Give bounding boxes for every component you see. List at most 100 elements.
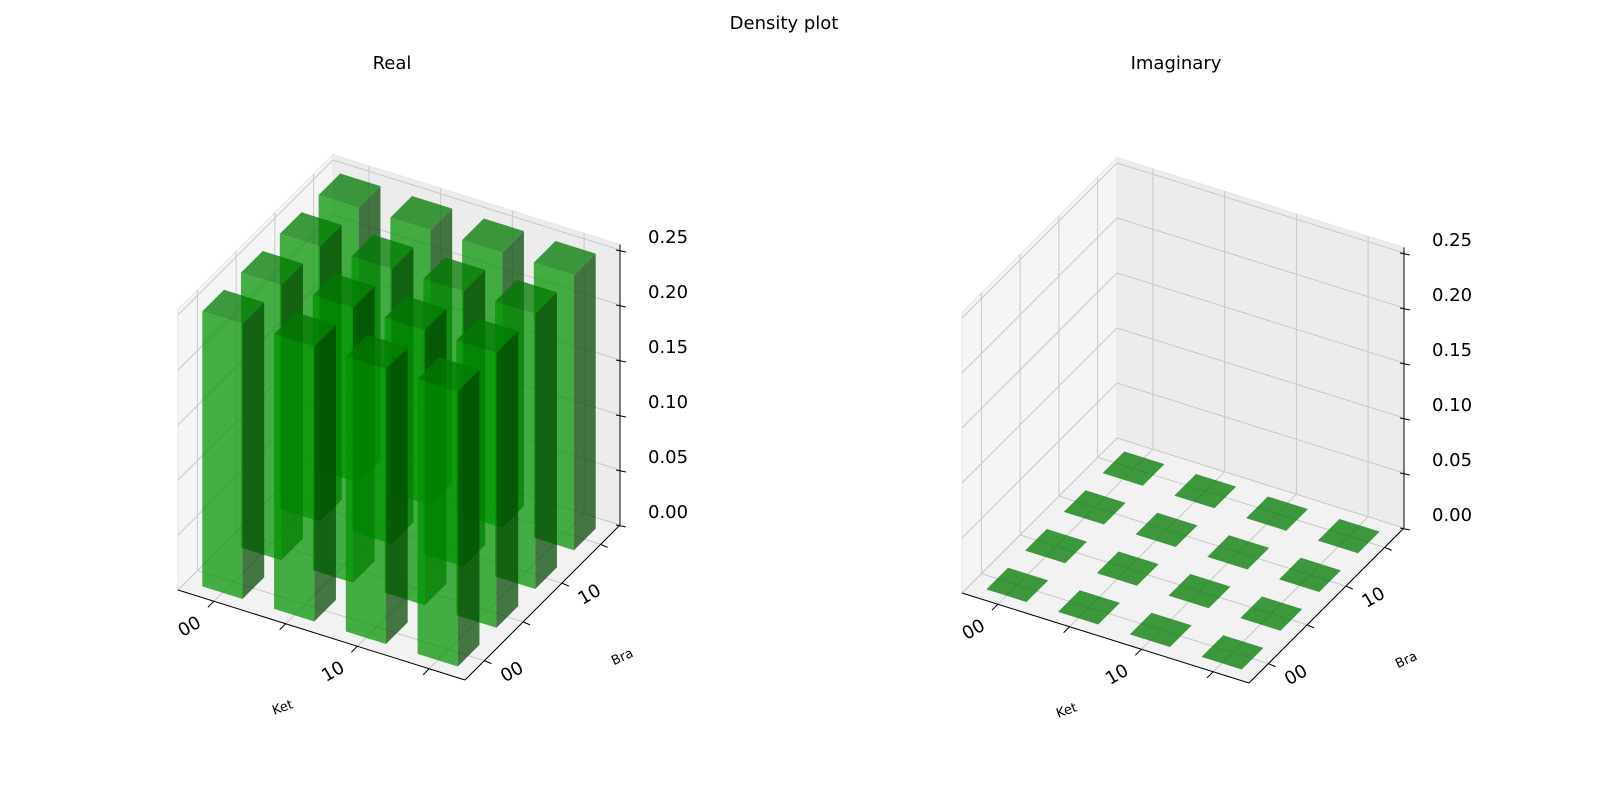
y-tick xyxy=(561,582,570,587)
grid-line xyxy=(177,159,334,316)
bar-side xyxy=(535,292,557,590)
bar-side xyxy=(573,253,596,551)
y-tick xyxy=(600,543,608,548)
bar xyxy=(1317,518,1380,554)
x-axis-line xyxy=(177,589,466,681)
y-tick-label: 10 xyxy=(1358,583,1388,613)
z-tick-label: 0.15 xyxy=(1432,340,1472,361)
bar xyxy=(1058,590,1120,625)
bar-side xyxy=(314,324,336,622)
bar-top xyxy=(1279,557,1341,593)
bar-side xyxy=(242,302,265,600)
bar-top xyxy=(1135,512,1198,548)
y-tick xyxy=(1384,546,1392,551)
bar-top xyxy=(384,295,447,331)
y-tick xyxy=(1345,585,1354,590)
x-tick xyxy=(279,623,286,631)
bar-top xyxy=(417,357,480,392)
bar xyxy=(1240,596,1303,631)
grid-line xyxy=(961,382,1118,539)
bar-top xyxy=(1102,451,1165,486)
bar-side xyxy=(385,347,408,645)
y-tick xyxy=(484,660,492,665)
z-tick-label: 0.05 xyxy=(1432,450,1472,471)
z-tick-label: 0.05 xyxy=(648,447,688,468)
z-tick xyxy=(615,359,627,363)
bar-top xyxy=(495,279,557,315)
x-tick xyxy=(422,668,430,676)
z-tick xyxy=(615,469,627,473)
bar-top xyxy=(274,312,336,347)
bar xyxy=(1102,451,1165,486)
grid-line xyxy=(961,162,1118,319)
bar xyxy=(1207,535,1270,570)
bar xyxy=(1063,490,1126,525)
x-tick xyxy=(1206,671,1214,679)
bar-top xyxy=(241,250,303,286)
z-tick-label: 0.20 xyxy=(1432,285,1472,306)
bar xyxy=(1201,635,1264,670)
y-tick xyxy=(522,621,531,626)
y-axis-label: Bra xyxy=(609,646,635,669)
bar-top xyxy=(1063,490,1126,525)
bar-top xyxy=(1207,535,1270,570)
z-tick-label: 0.15 xyxy=(648,337,688,358)
z-tick-label: 0.25 xyxy=(648,227,688,248)
bar xyxy=(1246,496,1308,531)
bar-top xyxy=(986,567,1049,603)
z-tick-label: 0.10 xyxy=(1432,395,1472,416)
grid-line xyxy=(1116,382,1405,474)
z-tick-label: 0.00 xyxy=(648,502,688,523)
z-tick xyxy=(1399,527,1411,531)
z-tick xyxy=(1399,417,1411,421)
x-tick xyxy=(1135,648,1142,656)
z-tick xyxy=(1399,307,1411,311)
x-tick-label: 10 xyxy=(1102,660,1132,690)
z-tick xyxy=(615,524,627,528)
bar xyxy=(1174,473,1237,509)
bar-top xyxy=(1025,528,1087,564)
bar-top xyxy=(1174,473,1237,509)
bar xyxy=(1135,512,1198,548)
figure-title: Density plot xyxy=(730,13,839,34)
bar-top xyxy=(1096,551,1159,586)
y-tick-label: 00 xyxy=(1281,660,1311,690)
bar-top xyxy=(533,240,596,276)
bar xyxy=(1025,528,1087,564)
x-axis-label: Ket xyxy=(1054,700,1079,721)
grid-line xyxy=(1116,272,1405,364)
x-tick xyxy=(991,603,999,611)
bar-side xyxy=(496,331,519,628)
bar-top xyxy=(423,257,486,292)
bar-top xyxy=(345,334,408,370)
y-axis-line xyxy=(464,524,621,681)
grid-line xyxy=(1116,437,1405,529)
bar-top xyxy=(312,273,375,308)
bar-top xyxy=(390,195,453,231)
x-tick-label: 00 xyxy=(174,612,204,642)
x-tick xyxy=(351,645,358,653)
bar-front xyxy=(274,333,315,622)
grid-line xyxy=(1116,162,1405,254)
subplot: Imaginary 00 10 00 10 0.00 0.05 0.10 0.15 0.20 0.2… xyxy=(958,53,1472,722)
subplot-title: Imaginary xyxy=(1131,53,1222,74)
grid-line xyxy=(961,327,1118,484)
bar-top xyxy=(462,218,524,253)
z-tick-label: 0.20 xyxy=(648,282,688,303)
z-tick xyxy=(1399,472,1411,476)
grid-line xyxy=(1116,327,1405,419)
y-tick-label: 10 xyxy=(574,580,604,610)
x-tick-label: 10 xyxy=(318,657,348,687)
bar-top xyxy=(1201,635,1264,670)
bar-top xyxy=(318,173,381,208)
subplot-title: Real xyxy=(373,53,412,74)
bar-top xyxy=(1246,496,1308,531)
bar-front xyxy=(202,311,243,600)
bar xyxy=(1279,557,1341,593)
bar-top xyxy=(1317,518,1380,554)
z-tick xyxy=(615,414,627,418)
grid-line xyxy=(961,272,1118,429)
bar-top xyxy=(1058,590,1120,625)
bar xyxy=(1129,612,1192,648)
